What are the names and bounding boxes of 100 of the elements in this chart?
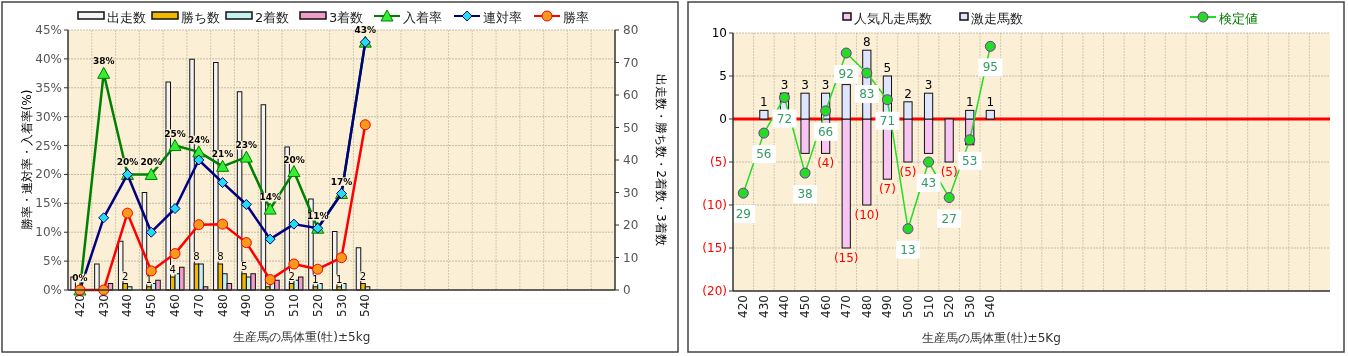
data-label: 3 (924, 78, 933, 93)
data-label: 43 (920, 176, 937, 190)
data-label: 2 (288, 270, 295, 282)
data-label: 2 (122, 270, 129, 282)
y-tick-label: 30% (35, 109, 62, 124)
y2-tick-label: 60 (623, 88, 639, 102)
x-tick-label: 520 (310, 294, 325, 317)
data-label: 53 (962, 153, 978, 168)
data-label: 8 (193, 251, 200, 262)
y-tick-label: 45% (35, 23, 62, 37)
data-label: 23% (235, 140, 258, 151)
x-tick-label: 530 (962, 295, 977, 318)
data-label: 5 (883, 61, 892, 75)
data-label: 1 (760, 95, 768, 110)
data-label: 11% (306, 211, 329, 222)
y-tick-label: 40% (35, 51, 62, 66)
y-tick-label: 25% (35, 138, 62, 153)
y-tick-label: (20) (702, 284, 727, 298)
y-tick-label: 10 (711, 26, 727, 40)
x-tick-label: 540 (358, 294, 373, 317)
y-tick-label: 0 (719, 112, 727, 126)
x-tick-label: 500 (900, 295, 915, 318)
data-label: (10) (854, 208, 880, 222)
x-tick-label: 490 (239, 294, 254, 317)
x-tick-label: 470 (191, 294, 206, 317)
y-tick-label: 5 (719, 69, 727, 83)
legend-label: 勝率 (563, 10, 589, 25)
y2-tick-label: 80 (623, 23, 639, 37)
data-label: 25% (164, 128, 186, 139)
data-label: 43% (354, 25, 377, 36)
legend-label: 勝ち数 (181, 10, 220, 25)
legend-label: 出走数 (107, 10, 146, 25)
y-tick-label: 0% (42, 283, 62, 297)
y-tick-label: 20% (35, 167, 62, 182)
data-label: 2 (904, 86, 912, 101)
data-label: 83 (859, 87, 875, 102)
data-label: 1 (145, 273, 153, 285)
x-tick-label: 420 (736, 295, 751, 318)
y-tick-label: 15% (35, 196, 62, 211)
x-tick-label: 540 (983, 295, 998, 318)
x-tick-label: 480 (859, 295, 874, 318)
x-tick-label: 520 (942, 295, 957, 318)
data-label: 3 (801, 78, 809, 93)
y-tick-label: (5) (710, 155, 727, 169)
legend-label: 人気凡走馬数 (854, 11, 932, 26)
data-label: 20% (140, 157, 163, 168)
data-label: 24% (188, 134, 210, 145)
y-tick-label: (15) (702, 241, 727, 255)
data-label: 92 (838, 67, 854, 82)
data-label: 27 (941, 211, 957, 226)
legend-label: 入着率 (403, 10, 442, 25)
data-label: 38% (92, 56, 115, 67)
y2-tick-label: 10 (623, 250, 639, 265)
data-label: (5) (940, 165, 958, 179)
x-tick-label: 460 (168, 294, 183, 317)
x-tick-label: 430 (756, 295, 771, 318)
data-label: 38 (797, 187, 813, 202)
y-tick-label: 5% (42, 254, 62, 269)
data-label: 0% (72, 273, 88, 283)
data-label: 2 (359, 270, 367, 282)
x-axis-title: 生産馬の馬体重(牡)±5Kg (922, 331, 1061, 345)
data-label: 66 (818, 124, 834, 139)
y2-tick-label: 70 (623, 55, 639, 70)
data-label: 1 (312, 273, 319, 285)
x-tick-label: 460 (818, 295, 833, 318)
data-label: 72 (776, 111, 793, 126)
x-tick-label: 430 (96, 294, 111, 317)
data-label: 3 (780, 78, 789, 93)
y-axis-title: 勝率・連対率・入着率(%) (20, 89, 34, 231)
data-label: 13 (900, 242, 916, 257)
x-tick-label: 490 (880, 295, 895, 318)
x-tick-label: 480 (215, 294, 230, 317)
x-tick-label: 420 (72, 294, 87, 317)
y2-tick-label: 50 (623, 120, 639, 135)
y2-tick-label: 0 (623, 283, 631, 297)
y2-tick-label: 40 (623, 153, 639, 167)
x-tick-label: 440 (777, 295, 792, 318)
data-label: 29 (735, 207, 751, 222)
x-tick-label: 530 (334, 294, 349, 317)
data-label: 71 (879, 113, 896, 128)
legend-label: 連対率 (483, 10, 522, 25)
x-axis-title: 生産馬の馬体重(牡)±5kg (232, 330, 371, 344)
data-label: 8 (862, 35, 871, 50)
legend-label: 激走馬数 (971, 11, 1023, 26)
y2-tick-label: 30 (623, 185, 639, 200)
x-tick-label: 440 (120, 294, 135, 317)
data-label: (4) (817, 156, 835, 171)
legend-label: 2着数 (255, 10, 290, 25)
data-label: 4 (169, 264, 176, 275)
data-label: 1 (336, 273, 343, 285)
legend-label: 3着数 (329, 10, 364, 25)
x-tick-label: 510 (286, 294, 301, 317)
data-label: 56 (756, 147, 772, 162)
x-tick-label: 450 (144, 294, 159, 317)
y-tick-label: 35% (35, 80, 62, 95)
data-label: (5) (899, 165, 917, 179)
y2-tick-label: 20 (623, 218, 639, 232)
data-label: 3 (821, 78, 830, 93)
y2-axis-title: 出走数・勝ち数・2着数・3着数 (654, 74, 668, 246)
data-label: 20% (283, 154, 305, 165)
